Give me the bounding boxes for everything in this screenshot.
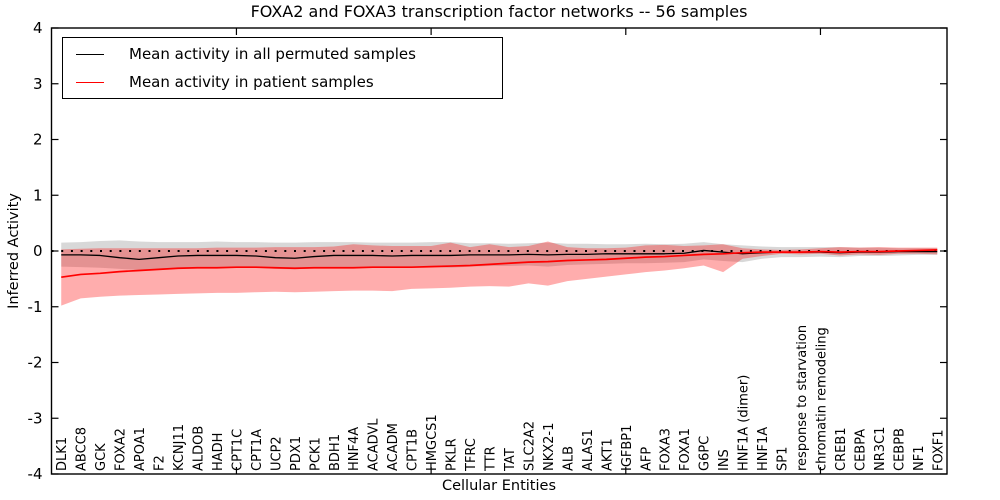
legend-label: Mean activity in all permuted samples	[129, 45, 416, 63]
x-category-label: chromatin remodeling	[814, 327, 829, 471]
y-tick-label: -1	[28, 298, 43, 316]
x-category-label: UCP2	[269, 436, 284, 471]
x-category-label: NR3C1	[873, 427, 888, 471]
x-category-label: PDX1	[289, 436, 304, 471]
x-category-label: FOXF1	[931, 429, 946, 471]
x-category-label: AKT1	[600, 438, 615, 471]
x-category-label: TTR	[484, 446, 499, 472]
x-category-label: HNF1A	[756, 427, 771, 471]
x-category-label: TAT	[503, 448, 518, 472]
x-category-label: SP1	[776, 447, 791, 471]
legend-entry: Mean activity in all permuted samples	[76, 42, 502, 66]
x-category-label: INS	[717, 449, 732, 471]
x-category-label: F2	[153, 455, 168, 471]
series-line-patient	[61, 249, 938, 279]
x-category-label: CPT1C	[230, 429, 245, 471]
x-category-label: response to starvation	[795, 325, 810, 471]
x-category-label: SLC2A2	[522, 421, 537, 471]
legend-line-swatch	[76, 81, 104, 83]
y-tick-label: 1	[33, 186, 43, 204]
x-category-label: G6PC	[698, 436, 713, 471]
x-category-label: ABCC8	[75, 427, 90, 471]
x-category-label: ACADVL	[367, 418, 382, 471]
x-category-label: APOA1	[133, 427, 148, 471]
x-category-label: DLK1	[55, 437, 70, 471]
x-category-label: GCK	[94, 443, 109, 471]
x-category-label: CREB1	[834, 427, 849, 471]
x-category-label: HMGCS1	[425, 414, 440, 471]
x-category-label: CEBPB	[892, 428, 907, 471]
x-category-label: TFRC	[464, 438, 479, 472]
x-category-label: FOXA1	[678, 428, 693, 471]
y-tick-label: -4	[28, 465, 43, 483]
x-category-label: FOXA2	[114, 428, 129, 471]
x-category-label: FOXA3	[659, 428, 674, 471]
y-tick-label: -3	[28, 409, 43, 427]
x-category-label: PCK1	[308, 437, 323, 471]
y-tick-label: 2	[33, 131, 43, 149]
x-category-label: HNF1A (dimer)	[737, 375, 752, 471]
x-category-label: ACADM	[386, 423, 401, 471]
x-category-label: AFP	[639, 447, 654, 471]
chart-title: FOXA2 and FOXA3 transcription factor net…	[250, 2, 748, 21]
y-tick-label: 3	[33, 75, 43, 93]
x-category-label: IGFBP1	[620, 425, 635, 471]
x-category-label: CEBPA	[853, 429, 868, 471]
legend: Mean activity in all permuted samples Mea…	[62, 37, 503, 99]
x-category-label: CPT1B	[406, 429, 421, 471]
legend-line-swatch	[76, 53, 104, 55]
y-tick-label: -2	[28, 354, 43, 372]
x-category-label: CPT1A	[250, 429, 265, 471]
legend-entry: Mean activity in patient samples	[76, 70, 502, 94]
x-category-label: KCNJ11	[172, 424, 187, 471]
y-tick-label: 0	[33, 242, 43, 260]
x-category-label: HNF4A	[347, 427, 362, 471]
x-axis-label: Cellular Entities	[441, 478, 557, 494]
x-category-label: NF1	[912, 446, 927, 471]
x-category-label: PKLR	[445, 438, 460, 471]
y-tick-label: 4	[33, 19, 43, 37]
x-category-label: NKX2-1	[542, 423, 557, 471]
x-category-label: ALDOB	[192, 426, 207, 471]
x-category-label: BDH1	[328, 434, 343, 471]
legend-label: Mean activity in patient samples	[129, 73, 374, 91]
x-category-label: ALB	[561, 446, 576, 471]
x-category-label: ALAS1	[581, 429, 596, 471]
x-category-label: HADH	[211, 433, 226, 471]
